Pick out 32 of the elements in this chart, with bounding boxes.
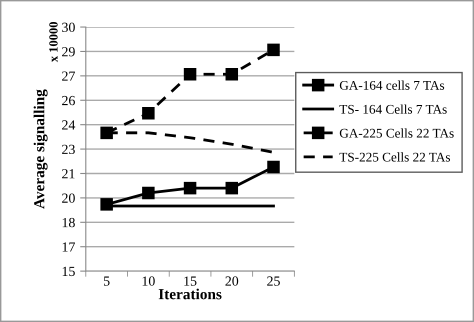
x-tick-label: 5 [104,276,110,286]
y-tick-label: 21 [62,169,75,178]
x-tick-label: 20 [225,276,238,286]
y-tick-label: 24 [62,120,76,130]
point [226,182,238,194]
point [142,186,155,200]
legend-label: TS-225 Cells 22 TAs [340,152,450,162]
point [184,68,196,80]
point [142,107,155,120]
point [267,160,280,174]
y-tick-label: 20 [62,193,75,203]
y-axis-title: Average signalling [34,89,48,209]
x-tick-label: 15 [184,276,196,286]
x-tick-label: 10 [142,276,155,286]
legend-label: GA-225 Cells 22 TAs [340,128,454,138]
legend-label: GA-164 cells 7 TAs [340,80,444,90]
text: x 10000 [49,22,58,62]
y-tick-label: 15 [62,266,75,276]
y-tick-label: 26 [62,96,75,106]
x-axis-title: Iterations [158,288,222,300]
y-tick-label: 23 [62,144,75,154]
y-tick-label: 27 [62,71,75,81]
point [184,182,196,194]
point [100,126,113,140]
y-tick-label: 30 [62,22,75,32]
point [226,68,238,80]
point [267,44,280,56]
y-tick-label: 17 [62,242,75,252]
x-tick-label: 25 [267,276,280,286]
legend-label: TS- 164 Cells 7 TAs [340,104,447,114]
y-tick-label: 18 [62,218,75,228]
y-tick-label: 29 [62,47,75,56]
